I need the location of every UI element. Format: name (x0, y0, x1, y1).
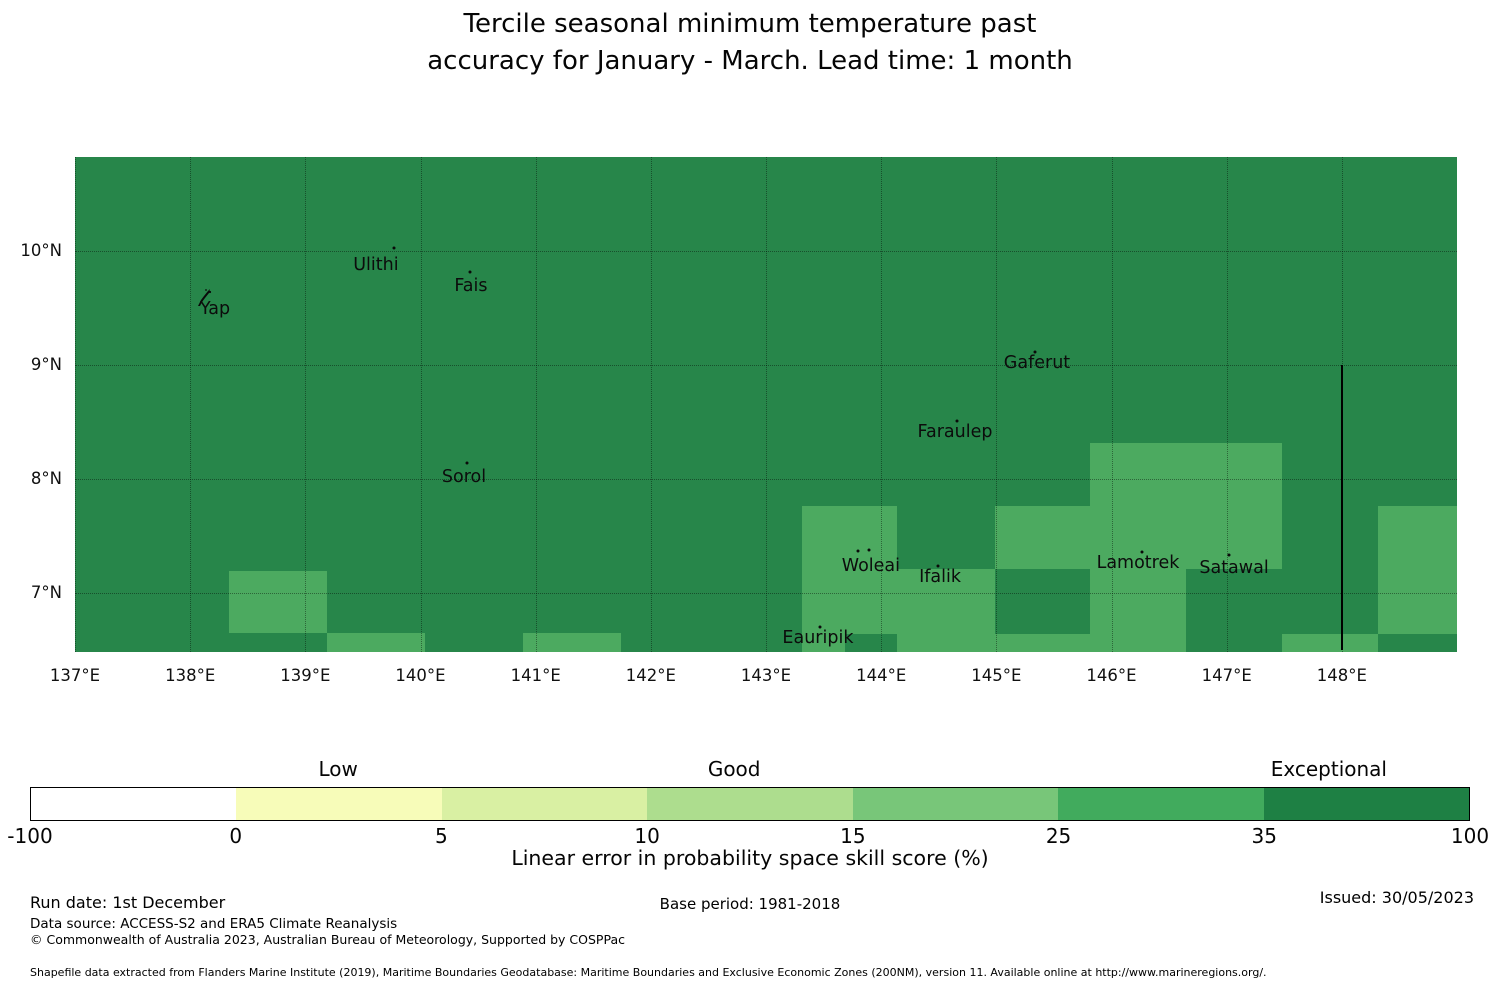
colorbar-segment--100-0 (31, 788, 237, 820)
island-label-faraulep: Faraulep (917, 421, 993, 442)
skill-cell-25-35 (995, 506, 1090, 569)
lat-tick-label: 8°N (30, 468, 62, 488)
gridline-longitude (650, 157, 652, 652)
run-date-text: Run date: 1st December (30, 893, 226, 912)
gridline-longitude (766, 157, 767, 652)
island-marker-ifalik (936, 564, 940, 568)
colorbar-tick-label: -100 (7, 824, 53, 848)
colorbar-segment-5-10 (441, 788, 648, 820)
base-period-text: Base period: 1981-2018 (659, 895, 841, 913)
skill-cell-25-35 (897, 568, 996, 652)
colorbar-segment-25-35 (1058, 788, 1264, 820)
eez-boundary-line (1340, 364, 1343, 650)
colorbar-tick-label: 5 (435, 824, 448, 848)
colorbar-tick-label: 100 (1450, 824, 1490, 848)
island-label-lamotrek: Lamotrek (1096, 552, 1180, 573)
island-marker-satawal (1227, 553, 1231, 557)
colorbar-segment-10-15 (647, 788, 853, 820)
lon-tick-label: 145°E (971, 666, 1022, 685)
skill-cell-25-35 (229, 571, 328, 633)
gridline-longitude (190, 157, 192, 652)
gridline-longitude (1111, 157, 1113, 652)
lon-tick-label: 144°E (856, 666, 907, 685)
colorbar-category-good: Good (707, 757, 761, 781)
gridline-latitude (75, 364, 1457, 366)
island-label-ulithi: Ulithi (353, 255, 399, 275)
gridline-longitude (535, 157, 537, 652)
issued-date-text: Issued: 30/05/2023 (1319, 888, 1474, 907)
map-plot-area: Yap Ulithi Fais Sorol Gaferut Faraulep Woleai I… (75, 157, 1457, 652)
lon-tick-label: 137°E (49, 666, 101, 685)
gridline-latitude (75, 250, 1457, 252)
shapefile-attribution-text: Shapefile data extracted from Flanders M… (30, 966, 1267, 979)
colorbar-tick-label: 0 (229, 824, 243, 848)
lon-tick-label: 139°E (280, 666, 331, 685)
colorbar (30, 787, 1470, 821)
skill-cell-25-35 (801, 633, 846, 652)
colorbar-tick-label: 10 (634, 824, 660, 848)
island-marker-woleai (856, 549, 860, 553)
colorbar-category-low: Low (318, 757, 358, 781)
lat-tick-label: 9°N (30, 354, 62, 374)
island-label-yap: Yap (199, 299, 231, 320)
colorbar-segment-35-100 (1263, 788, 1469, 820)
island-label-woleai: Woleai (841, 556, 901, 576)
gridline-longitude (1226, 157, 1228, 652)
colorbar-category-exceptional: Exceptional (1270, 757, 1387, 781)
chart-title: Tercile seasonal minimum temperature pas… (0, 6, 1500, 80)
lon-tick-label: 143°E (740, 666, 792, 685)
lon-tick-label: 147°E (1201, 666, 1252, 685)
skill-cell-25-35 (1089, 443, 1282, 569)
island-marker-woleai (867, 548, 871, 552)
colorbar-segment-15-25 (852, 788, 1059, 820)
data-source-text: Data source: ACCESS-S2 and ERA5 Climate … (30, 916, 398, 932)
island-label-ifalik: Ifalik (919, 566, 961, 587)
island-label-fais: Fais (454, 275, 488, 296)
skill-cell-25-35 (327, 632, 426, 652)
lat-tick-label: 10°N (20, 240, 62, 260)
colorbar-tick-label: 25 (1045, 824, 1072, 848)
gridline-longitude (75, 157, 76, 652)
gridline-longitude (996, 157, 998, 652)
island-marker-sorol (465, 461, 469, 465)
skill-cell-25-35 (1377, 506, 1457, 634)
colorbar-segment-0-5 (236, 788, 442, 820)
lat-tick-label: 7°N (30, 582, 62, 602)
skill-cell-25-35 (522, 632, 621, 652)
island-shape-yap (194, 288, 216, 314)
island-marker-gaferut (1033, 350, 1037, 354)
colorbar-axis-label: Linear error in probability space skill … (511, 846, 989, 870)
chart-title-line2: accuracy for January - March. Lead time:… (427, 46, 1073, 76)
lon-tick-label: 142°E (625, 666, 676, 685)
gridline-longitude (305, 157, 307, 652)
colorbar-tick-label: 15 (840, 824, 866, 848)
colorbar-tick-label: 35 (1251, 824, 1278, 848)
lon-tick-label: 140°E (395, 666, 446, 685)
gridline-latitude (75, 592, 1457, 594)
gridline-longitude (420, 157, 422, 652)
lon-tick-label: 148°E (1316, 666, 1367, 685)
island-marker-faraulep (955, 419, 959, 423)
skill-cell-25-35 (801, 506, 898, 634)
lon-tick-label: 138°E (165, 666, 216, 685)
island-label-satawal: Satawal (1199, 557, 1269, 578)
island-label-eauripik: Eauripik (782, 627, 854, 648)
island-marker-fais (468, 270, 472, 274)
gridline-latitude (75, 478, 1457, 480)
skill-cell-25-35 (995, 633, 1090, 652)
copyright-text: © Commonwealth of Australia 2023, Austra… (30, 932, 625, 947)
lon-tick-label: 146°E (1086, 666, 1137, 685)
skill-cell-25-35 (1281, 633, 1378, 652)
island-label-gaferut: Gaferut (1003, 352, 1071, 373)
island-marker-ulithi (392, 246, 396, 250)
island-marker-lamotrek (1140, 550, 1144, 554)
chart-title-line1: Tercile seasonal minimum temperature pas… (463, 9, 1037, 39)
lon-tick-label: 141°E (510, 666, 561, 685)
island-label-sorol: Sorol (441, 466, 487, 487)
skill-cell-25-35 (1089, 568, 1187, 652)
island-marker-eauripik (818, 625, 822, 629)
gridline-longitude (881, 157, 883, 652)
